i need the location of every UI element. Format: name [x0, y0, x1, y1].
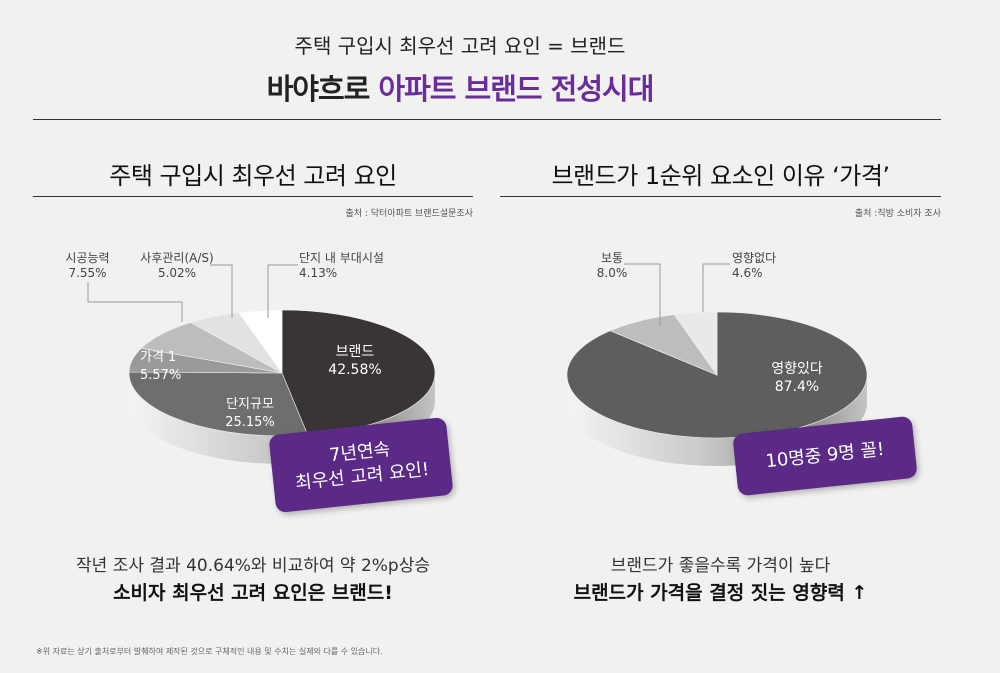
label-영향없다-name: 영향없다: [732, 251, 777, 265]
leader-line-영향없다: [702, 263, 730, 312]
left-pie-chart: [128, 309, 436, 464]
label-부대시설-value: 4.13%: [299, 266, 338, 280]
label-가격: 가격 1 5.57%: [140, 349, 210, 385]
label-영향있다-value: 87.4%: [774, 379, 820, 395]
label-단지규모-name: 단지규모: [226, 397, 274, 412]
label-보통-value: 8.0%: [596, 266, 628, 280]
label-보통: 보통 8.0%: [582, 251, 642, 281]
label-영향없다-value: 4.6%: [732, 266, 763, 280]
header-title-plain: 바야흐로: [266, 72, 379, 106]
label-브랜드: 브랜드 42.58%: [310, 343, 400, 379]
leader-line-보통: [624, 263, 661, 326]
label-사후관리-value: 5.02%: [157, 266, 197, 280]
label-가격-value: 5.57%: [140, 368, 182, 383]
right-pie-slice-3: [673, 311, 718, 376]
right-note-line2: 브랜드가 가격을 결정 짓는 영향력 ↑: [573, 582, 868, 604]
label-시공능력: 시공능력 7.55%: [40, 251, 135, 281]
leader-line-부대시설: [267, 264, 298, 318]
right-leader-lines: [624, 263, 730, 326]
leader-line-시공능력: [87, 282, 183, 322]
label-부대시설: 단지 내 부대시설 4.13%: [299, 251, 429, 281]
label-단지규모-value: 25.15%: [225, 415, 275, 430]
label-영향있다-name: 영향있다: [771, 361, 823, 377]
label-사후관리: 사후관리(A/S) 5.02%: [122, 251, 232, 281]
header-title: 바야흐로 아파트 브랜드 전성시대: [0, 66, 920, 108]
left-panel-source: 출처 : 닥터아파트 브랜드설문조사: [345, 209, 473, 219]
label-시공능력-value: 7.55%: [68, 266, 107, 280]
right-badge-text: 10명중 9명 꼴!: [764, 438, 886, 473]
left-panel-rule: [33, 196, 473, 197]
left-note-line2: 소비자 최우선 고려 요인은 브랜드!: [113, 582, 393, 604]
label-영향있다: 영향있다 87.4%: [752, 360, 842, 396]
label-사후관리-name: 사후관리(A/S): [140, 251, 214, 265]
header-title-accent: 아파트 브랜드 전성시대: [378, 72, 654, 106]
header-rule: [33, 119, 941, 120]
footer-disclaimer: ※위 자료는 상기 출처로부터 발췌하여 제작된 것으로 구체적인 내용 및 수…: [36, 647, 383, 656]
right-panel-rule: [500, 196, 941, 197]
label-가격-name: 가격 1: [140, 350, 177, 365]
right-note-line1: 브랜드가 좋을수록 가격이 높다: [610, 556, 831, 576]
leader-line-사후관리: [210, 264, 233, 318]
left-note-line1: 작년 조사 결과 40.64%와 비교하여 약 2%p상승: [76, 556, 430, 576]
left-leader-lines: [87, 264, 298, 322]
left-panel-title: 주택 구입시 최우선 고려 요인: [109, 162, 397, 190]
label-보통-name: 보통: [600, 251, 624, 265]
right-panel-source: 출처 :직방 소비자 조사: [854, 209, 941, 219]
label-단지규모: 단지규모 25.15%: [205, 396, 295, 432]
left-pie-slice-6: [237, 309, 283, 374]
label-시공능력-name: 시공능력: [65, 251, 110, 265]
label-영향없다: 영향없다 4.6%: [732, 251, 812, 281]
label-부대시설-name: 단지 내 부대시설: [299, 251, 384, 265]
right-panel-title: 브랜드가 1순위 요소인 이유 ‘가격’: [551, 162, 890, 190]
label-브랜드-name: 브랜드: [335, 344, 375, 360]
header-subtitle: 주택 구입시 최우선 고려 요인 = 브랜드: [294, 34, 626, 58]
label-브랜드-value: 42.58%: [328, 362, 382, 378]
